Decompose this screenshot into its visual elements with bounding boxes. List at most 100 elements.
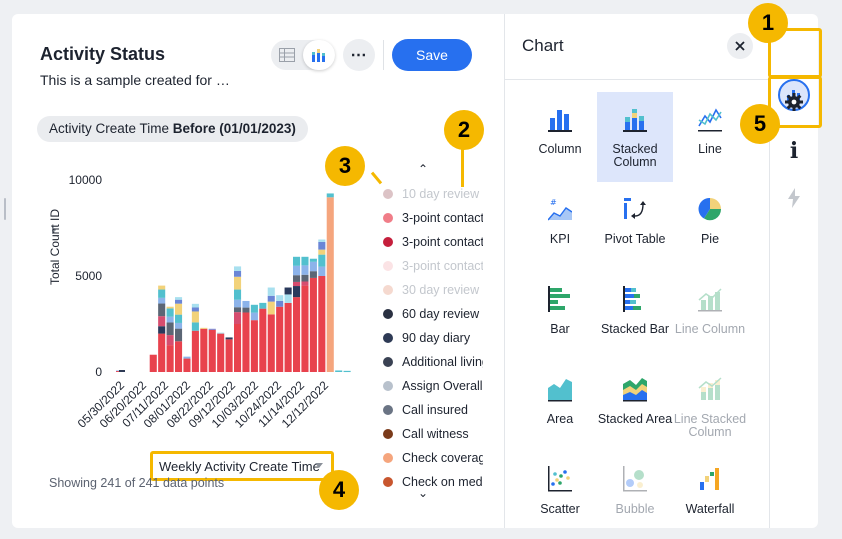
bar-segment [234, 289, 242, 300]
bar-segment [158, 289, 166, 298]
chart-type-label: Column [538, 142, 582, 156]
bar-segment-3-point-contact [225, 339, 233, 372]
x-axis-column-select[interactable]: Weekly Activity Create Time [150, 451, 334, 481]
chart-type-bar[interactable]: Bar [522, 272, 598, 362]
bar-segment [326, 193, 334, 198]
spotiq-tab[interactable] [778, 182, 810, 214]
legend-item[interactable]: 3-point contact [383, 206, 483, 230]
chart-type-label: Bar [550, 322, 570, 336]
bar-segment [267, 287, 275, 296]
bar-segment [175, 303, 183, 315]
chart-type-stacked-column[interactable]: Stacked Column [597, 92, 673, 182]
data-points-count: Showing 241 of 241 data points [49, 476, 225, 490]
bar-segment [175, 328, 183, 342]
waterfall-icon [700, 468, 719, 490]
legend-item[interactable]: 10 day review [383, 182, 483, 206]
chart-type-stacked-bar[interactable]: Stacked Bar [597, 272, 673, 362]
chart-type-pie[interactable]: Pie [672, 182, 748, 272]
chart-view-button[interactable] [303, 40, 335, 70]
legend-item[interactable]: Call insured [383, 398, 483, 422]
chart-type-label: Line Stacked Column [673, 412, 747, 439]
bar-segment-3-point-contact [183, 358, 191, 372]
callout-highlight-settings [768, 76, 822, 128]
legend-scroll-up[interactable]: ⌃ [418, 162, 429, 176]
callout-badge-3: 3 [325, 146, 365, 186]
legend-item[interactable]: Check coverage [383, 446, 483, 470]
legend-item[interactable]: Call witness [383, 422, 483, 446]
bar-segment [191, 303, 199, 308]
legend-item[interactable]: Additional living [383, 350, 483, 374]
bar-segment [191, 311, 199, 323]
bar-segment-3-point-contact [250, 320, 258, 372]
chevron-down-icon [315, 463, 323, 468]
chart-type-line[interactable]: Line [672, 92, 748, 182]
legend-label: Additional living [402, 355, 483, 369]
y-axis-scroll-icon [52, 226, 56, 234]
legend-label: 3-point contact [402, 235, 483, 249]
y-axis-title: Total Count ID [48, 208, 62, 286]
more-options-button[interactable]: ⋯ [343, 39, 375, 71]
chart-type-pivot-table[interactable]: Pivot Table [597, 182, 673, 272]
bar-segment [259, 302, 267, 309]
bar-segment-3-point-contact [284, 302, 292, 372]
info-tab[interactable]: i [778, 135, 810, 167]
chart-type-waterfall[interactable]: Waterfall [672, 452, 748, 539]
bar-segment-3-point-contact [293, 297, 301, 372]
chart-type-label: Area [546, 412, 574, 426]
chart-type-stacked-area[interactable]: Stacked Area [597, 362, 673, 452]
chart-type-kpi[interactable]: # KPI [522, 182, 598, 272]
toolbar-divider [383, 40, 384, 70]
chart-type-scatter[interactable]: Scatter [522, 452, 598, 539]
bar-segment [293, 265, 301, 276]
bar-segment [293, 281, 301, 287]
legend-swatch [383, 477, 393, 487]
pivot-table-icon [624, 198, 646, 219]
page-description: This is a sample created for … [40, 72, 230, 88]
kpi-icon: # [548, 198, 572, 221]
legend-item[interactable]: 30 day review [383, 278, 483, 302]
legend-item[interactable]: 3-point contact [383, 230, 483, 254]
legend-scroll-down[interactable]: ⌄ [418, 486, 429, 500]
bar-segment-3-point-contact [200, 328, 208, 372]
close-pane-button[interactable] [727, 33, 753, 59]
chart-type-column[interactable]: Column [522, 92, 598, 182]
info-icon: i [789, 138, 799, 164]
legend-swatch [383, 237, 393, 247]
resize-handle[interactable] [4, 198, 6, 220]
bar-segment [166, 308, 174, 317]
legend-label: Call witness [402, 427, 469, 441]
settings-tab[interactable] [778, 86, 810, 118]
legend-swatch [383, 357, 393, 367]
bar-icon [548, 286, 570, 312]
bar-segment [158, 316, 166, 327]
legend-item[interactable]: Check on medical [383, 470, 483, 494]
y-tick-label: 10000 [69, 173, 103, 187]
chart-type-area[interactable]: Area [522, 362, 598, 452]
table-view-button[interactable] [271, 40, 303, 70]
bar-segment [301, 256, 309, 266]
filter-condition: Before (01/01/2023) [172, 121, 296, 136]
bar-segment-3-point-contact [158, 333, 166, 372]
callout-badge-5: 5 [740, 104, 780, 144]
table-icon [279, 48, 295, 62]
line-icon [698, 108, 722, 132]
rail-divider [769, 14, 770, 528]
bar-segment [318, 266, 326, 276]
legend-label: Check coverage [402, 451, 483, 465]
bar-segment [242, 307, 250, 313]
legend-item[interactable]: 3-point contact [383, 254, 483, 278]
legend-item[interactable]: 60 day review [383, 302, 483, 326]
bar-segment [234, 312, 242, 324]
save-button[interactable]: Save [392, 39, 472, 71]
bar-segment [166, 316, 174, 323]
filter-chip[interactable]: Activity Create Time Before (01/01/2023) [37, 116, 308, 142]
legend-item[interactable]: Assign Overall [383, 374, 483, 398]
legend-label: 3-point contact [402, 259, 483, 273]
bar-segment-3-point-contact [267, 314, 275, 372]
bar-segment [309, 271, 317, 278]
bar-segment [234, 276, 242, 290]
pane-header-divider [505, 79, 770, 80]
scatter-icon [548, 466, 572, 492]
legend-item[interactable]: 90 day diary [383, 326, 483, 350]
bar-segment-3-point-contact [234, 324, 242, 372]
